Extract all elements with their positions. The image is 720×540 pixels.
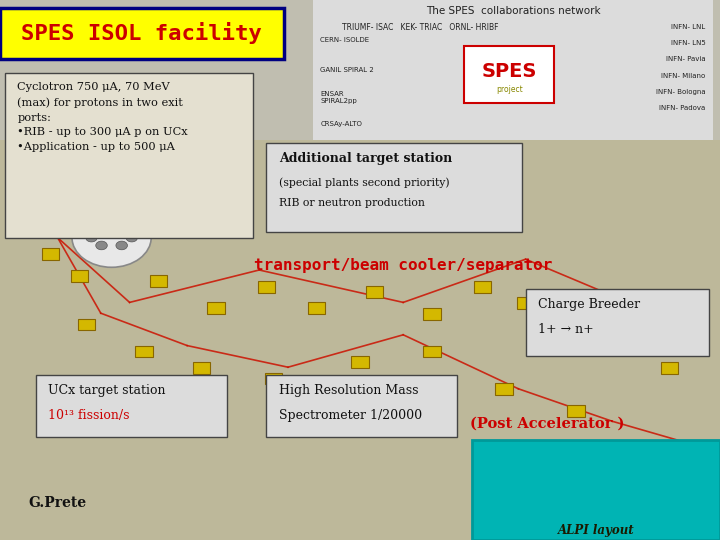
Text: The SPES  collaborations network: The SPES collaborations network (426, 6, 600, 17)
Text: TRIUMF- ISAC   KEK- TRIAC   ORNL- HRIBF: TRIUMF- ISAC KEK- TRIAC ORNL- HRIBF (342, 23, 498, 32)
Bar (121, 238, 138, 249)
Text: ENSAR
SPIRAL2pp: ENSAR SPIRAL2pp (320, 91, 357, 104)
Circle shape (72, 208, 151, 267)
FancyBboxPatch shape (266, 375, 457, 437)
Text: SPES: SPES (482, 62, 537, 81)
Text: Cyclotron 750 μA, 70 MeV
(max) for protons in two exit
ports:
•RIB - up to 300 μ: Cyclotron 750 μA, 70 MeV (max) for proto… (17, 82, 188, 152)
Bar (618, 340, 635, 352)
Circle shape (126, 233, 138, 242)
Bar (423, 346, 441, 357)
Bar (265, 373, 282, 384)
Text: CRSAy-ALTO: CRSAy-ALTO (320, 121, 362, 127)
Bar (135, 346, 153, 357)
Text: project: project (496, 85, 523, 94)
Text: (special plants second priority): (special plants second priority) (279, 177, 449, 188)
Text: (Post Accelerator ): (Post Accelerator ) (470, 417, 624, 431)
Text: INFN- LN5: INFN- LN5 (671, 40, 706, 46)
Text: GANIL SPIRAL 2: GANIL SPIRAL 2 (320, 67, 374, 73)
FancyBboxPatch shape (0, 8, 284, 59)
Circle shape (96, 241, 107, 250)
Bar (567, 319, 585, 330)
FancyBboxPatch shape (5, 73, 253, 238)
Bar (423, 308, 441, 320)
Text: INFN- Padova: INFN- Padova (660, 105, 706, 111)
Bar (71, 270, 88, 282)
Text: UCx target station: UCx target station (48, 384, 166, 397)
Bar (474, 281, 491, 293)
Text: CERN- ISOLDE: CERN- ISOLDE (320, 37, 369, 44)
Bar (78, 319, 95, 330)
FancyBboxPatch shape (36, 375, 227, 437)
Text: RIB or neutron production: RIB or neutron production (279, 198, 425, 208)
Text: SPES ISOL facility: SPES ISOL facility (22, 23, 262, 44)
Text: INFN- Bologna: INFN- Bologna (656, 89, 706, 95)
Bar (517, 297, 534, 309)
Bar (207, 302, 225, 314)
Bar (495, 383, 513, 395)
Bar (150, 275, 167, 287)
Bar (351, 356, 369, 368)
Circle shape (86, 233, 97, 242)
Text: ALPI layout: ALPI layout (557, 524, 634, 537)
Text: transport/beam cooler/separator: transport/beam cooler/separator (254, 258, 552, 273)
Bar (313, 0, 713, 140)
Text: High Resolution Mass: High Resolution Mass (279, 384, 418, 397)
Bar (661, 362, 678, 374)
Text: 10¹³ fission/s: 10¹³ fission/s (48, 409, 130, 422)
Bar (472, 440, 720, 540)
FancyBboxPatch shape (526, 289, 709, 356)
Circle shape (116, 241, 127, 250)
Bar (308, 302, 325, 314)
Text: INFN- Pavia: INFN- Pavia (666, 56, 706, 63)
Bar (42, 248, 59, 260)
Text: Spectrometer 1/20000: Spectrometer 1/20000 (279, 409, 422, 422)
Bar (258, 281, 275, 293)
FancyBboxPatch shape (464, 46, 554, 103)
Bar (366, 286, 383, 298)
Bar (567, 405, 585, 417)
Circle shape (96, 225, 107, 234)
Circle shape (116, 225, 127, 234)
Text: G.Prete: G.Prete (29, 496, 87, 510)
Text: Additional target station: Additional target station (279, 152, 452, 165)
Text: Charge Breeder: Charge Breeder (538, 298, 640, 311)
FancyBboxPatch shape (266, 143, 522, 232)
Text: INFN- LNL: INFN- LNL (671, 24, 706, 30)
Text: 1+ → n+: 1+ → n+ (538, 323, 593, 336)
Bar (0, 140, 720, 540)
Bar (193, 362, 210, 374)
Text: INFN- Milano: INFN- Milano (662, 72, 706, 79)
